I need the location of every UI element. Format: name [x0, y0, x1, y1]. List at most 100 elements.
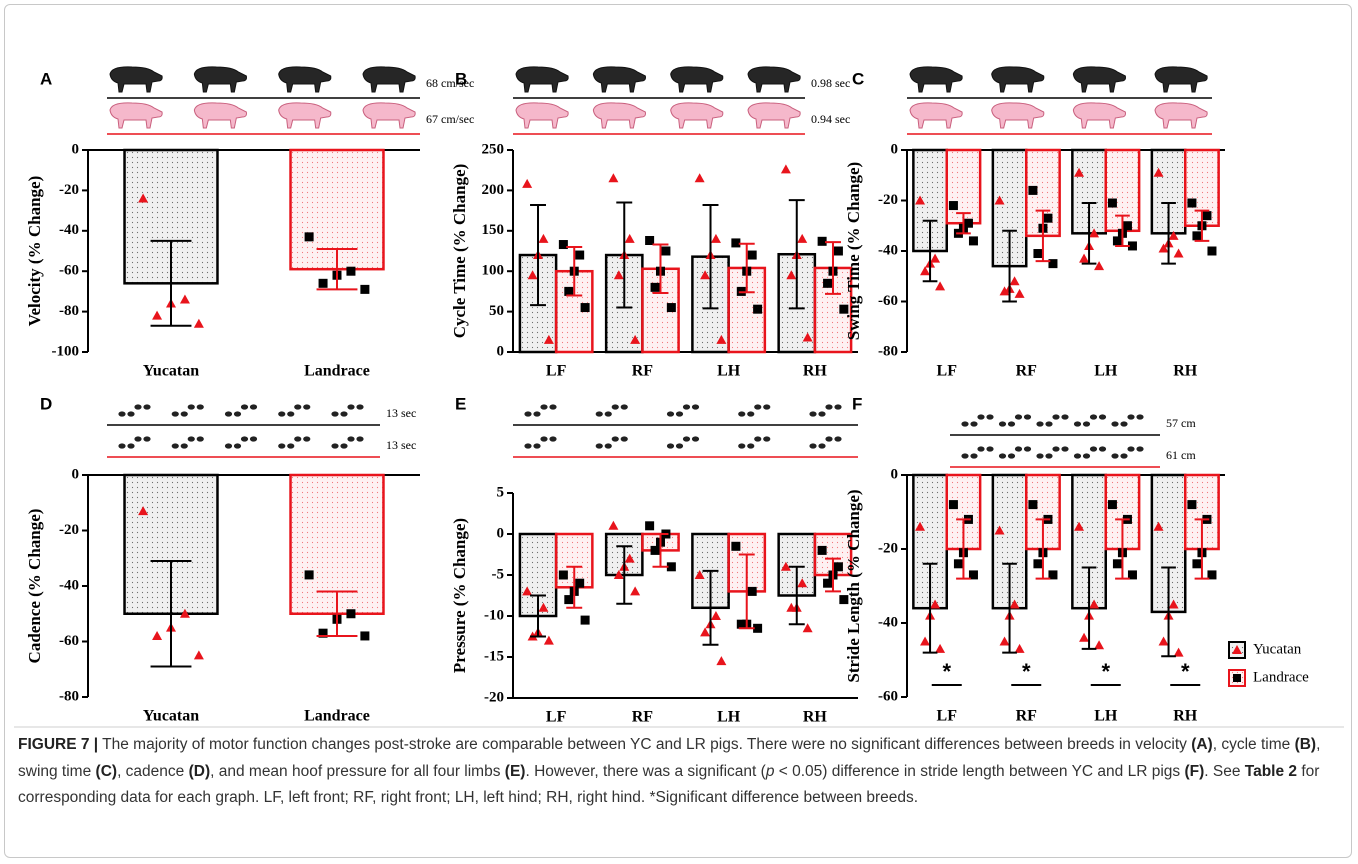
- x-tick-label: LH: [717, 363, 741, 380]
- data-point: [1079, 253, 1090, 263]
- data-point: [1094, 261, 1105, 271]
- x-tick-label: LF: [546, 709, 567, 726]
- y-tick-label: -5: [492, 566, 505, 582]
- data-point: [304, 570, 314, 580]
- hoof: [356, 404, 364, 410]
- data-point: [731, 541, 741, 551]
- hoof: [754, 404, 762, 410]
- hoof: [595, 411, 603, 417]
- annotation: 13 sec: [386, 406, 416, 420]
- caption-text: (E): [504, 762, 526, 780]
- footprints: [224, 436, 258, 449]
- footprints: [595, 436, 628, 449]
- hoof: [986, 414, 994, 420]
- data-point: [817, 545, 827, 555]
- hoof: [331, 443, 339, 449]
- hoof: [549, 436, 557, 442]
- data-point: [1168, 230, 1179, 240]
- error-bar: [616, 545, 633, 605]
- hoof: [524, 411, 532, 417]
- caption-text: (B): [1294, 736, 1317, 753]
- error-bar: [530, 594, 546, 638]
- pig-body: [193, 102, 247, 129]
- x-tick-label: LH: [717, 709, 741, 726]
- hoof: [1014, 414, 1023, 420]
- error-bar: [1194, 209, 1210, 242]
- error-bar: [1115, 214, 1130, 247]
- error-bar: [1115, 518, 1130, 580]
- data-point: [1173, 248, 1184, 258]
- data-point: [645, 235, 655, 245]
- data-point: [1033, 249, 1043, 259]
- data-point: [817, 236, 827, 246]
- hoof: [1111, 421, 1119, 427]
- data-point: [1028, 185, 1038, 195]
- y-tick-label: -40: [878, 242, 898, 258]
- y-tick-label: -60: [878, 293, 898, 309]
- caption-text: , swing time: [18, 736, 1321, 780]
- y-tick-label: 5: [497, 484, 505, 500]
- pig-body: [515, 66, 569, 93]
- data-point: [1048, 570, 1058, 580]
- data-point: [608, 520, 619, 530]
- data-point: [666, 303, 676, 313]
- data-point: [1207, 246, 1217, 256]
- hoof: [682, 404, 691, 410]
- error-bar: [1194, 518, 1210, 580]
- data-point: [1089, 599, 1100, 609]
- data-point: [968, 570, 978, 580]
- footprints: [524, 404, 557, 417]
- footprints: [998, 446, 1032, 459]
- data-point: [920, 266, 931, 276]
- y-tick-label: 0: [72, 141, 80, 157]
- footprints: [666, 436, 700, 449]
- hoof: [1014, 446, 1023, 452]
- hoof: [738, 411, 746, 417]
- footprints: [171, 404, 204, 417]
- caption-text: , and mean hoof pressure for all four li…: [210, 762, 505, 780]
- data-point: [538, 233, 549, 243]
- y-tick-label: -20: [59, 522, 79, 538]
- footprints: [171, 436, 204, 449]
- hoof: [540, 404, 548, 410]
- data-point: [833, 246, 843, 256]
- caption-text: (A): [1191, 736, 1213, 753]
- data-point: [193, 650, 204, 660]
- hoof: [620, 404, 628, 410]
- hoof: [604, 443, 612, 449]
- hoof: [666, 411, 675, 417]
- data-point: [564, 286, 574, 296]
- data-point: [1153, 167, 1164, 177]
- data-point: [716, 334, 727, 344]
- data-point: [833, 562, 843, 572]
- panel-label: D: [40, 394, 52, 413]
- data-point: [193, 318, 204, 328]
- hoof: [196, 404, 204, 410]
- hoof: [998, 421, 1007, 427]
- pig-icon: [515, 102, 569, 129]
- hoof: [1052, 414, 1060, 420]
- error-bar: [530, 203, 546, 307]
- pig-body: [991, 102, 1045, 129]
- pig-body: [747, 66, 801, 93]
- error-bar: [150, 239, 192, 327]
- data-point: [538, 602, 549, 612]
- footprints: [1111, 446, 1144, 459]
- hoof: [347, 436, 355, 442]
- hoof: [347, 404, 355, 410]
- pig-icon: [670, 66, 724, 93]
- data-point: [780, 561, 791, 571]
- pig-icon: [592, 102, 646, 129]
- data-point: [747, 586, 757, 596]
- hoof: [611, 404, 619, 410]
- data-point: [630, 586, 641, 596]
- y-tick-label: -20: [59, 182, 79, 198]
- hoof: [970, 421, 978, 427]
- pig-body: [592, 102, 646, 129]
- pig-icon: [109, 102, 163, 129]
- data-point: [304, 232, 314, 242]
- error-bar: [702, 569, 719, 646]
- data-point: [1187, 500, 1197, 510]
- hoof: [1120, 421, 1128, 427]
- hoof: [196, 436, 204, 442]
